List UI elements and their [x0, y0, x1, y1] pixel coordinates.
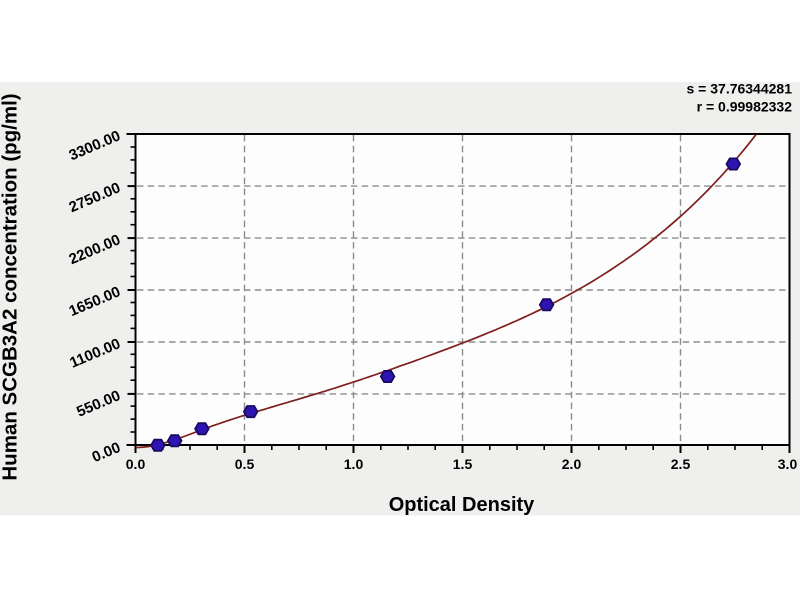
svg-text:r = 0.99982332: r = 0.99982332 [697, 99, 793, 115]
svg-text:0.5: 0.5 [235, 456, 255, 472]
svg-text:1.0: 1.0 [344, 456, 364, 472]
svg-text:Human SCGB3A2 concentration (p: Human SCGB3A2 concentration (pg/ml) [0, 93, 22, 480]
svg-text:1.5: 1.5 [453, 456, 473, 472]
svg-text:2.0: 2.0 [562, 456, 582, 472]
svg-text:Optical Density: Optical Density [389, 494, 535, 516]
svg-text:2.5: 2.5 [671, 456, 691, 472]
svg-text:3.0: 3.0 [778, 456, 798, 472]
svg-text:0.0: 0.0 [126, 456, 146, 472]
svg-text:s = 37.76344281: s = 37.76344281 [687, 81, 793, 97]
